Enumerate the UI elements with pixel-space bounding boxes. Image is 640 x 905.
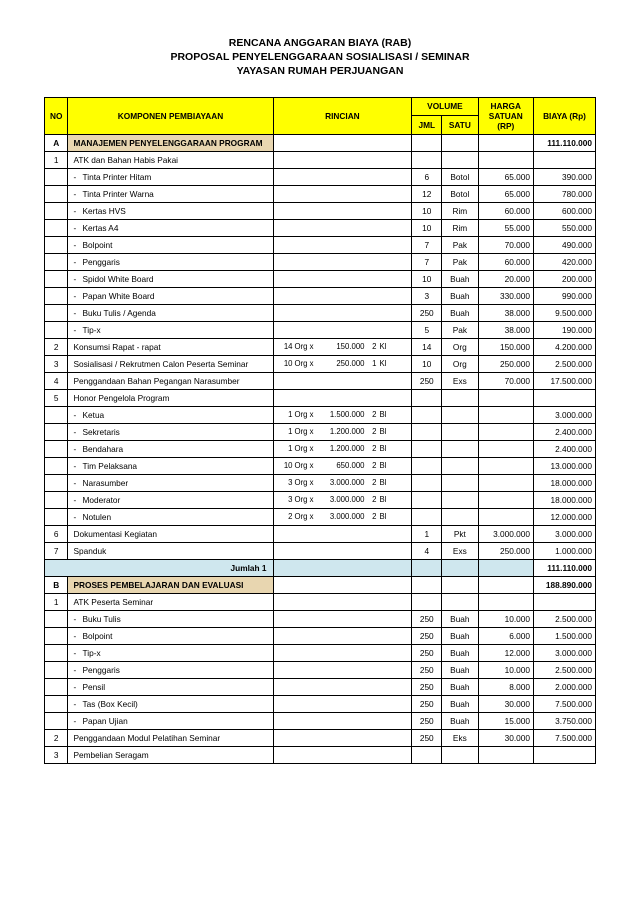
table-row: Spidol White Board10Buah20.000200.000 (45, 270, 596, 287)
table-row: Notulen2Org x3.000.0002Bl12.000.000 (45, 508, 596, 525)
header-harga: HARGA SATUAN (RP) (478, 97, 534, 134)
budget-table: NO KOMPONEN PEMBIAYAAN RINCIAN VOLUME HA… (44, 97, 596, 764)
table-row: Kertas HVS10Rim60.000600.000 (45, 202, 596, 219)
table-row: Tip-x5Pak38.000190.000 (45, 321, 596, 338)
table-row: Tinta Printer Hitam6Botol65.000390.000 (45, 168, 596, 185)
header-satu: SATU (442, 116, 478, 135)
header-volume: VOLUME (412, 97, 478, 116)
table-row: 2Penggandaan Modul Pelatihan Seminar250E… (45, 729, 596, 746)
table-row: 5Honor Pengelola Program (45, 389, 596, 406)
table-row: 1ATK Peserta Seminar (45, 593, 596, 610)
table-row: Penggaris7Pak60.000420.000 (45, 253, 596, 270)
header-komponen: KOMPONEN PEMBIAYAAN (68, 97, 273, 134)
table-row: Sekretaris1Org x1.200.0002Bl2.400.000 (45, 423, 596, 440)
header-no: NO (45, 97, 68, 134)
table-row: Bolpoint250Buah6.0001.500.000 (45, 627, 596, 644)
table-row: 3Pembelian Seragam (45, 746, 596, 763)
table-row: BPROSES PEMBELAJARAN DAN EVALUASI188.890… (45, 576, 596, 593)
table-row: Moderator3Org x3.000.0002Bl18.000.000 (45, 491, 596, 508)
table-row: Tas (Box Kecil)250Buah30.0007.500.000 (45, 695, 596, 712)
table-row: Buku Tulis / Agenda250Buah38.0009.500.00… (45, 304, 596, 321)
table-row: Papan Ujian250Buah15.0003.750.000 (45, 712, 596, 729)
table-row: Bendahara1Org x1.200.0002Bl2.400.000 (45, 440, 596, 457)
table-row: 7Spanduk4Exs250.0001.000.000 (45, 542, 596, 559)
table-row: Kertas A410Rim55.000550.000 (45, 219, 596, 236)
table-row: 1ATK dan Bahan Habis Pakai (45, 151, 596, 168)
header-rincian: RINCIAN (273, 97, 412, 134)
table-row: Ketua1Org x1.500.0002Bl3.000.000 (45, 406, 596, 423)
table-row: Tinta Printer Warna12Botol65.000780.000 (45, 185, 596, 202)
header-jml: JML (412, 116, 442, 135)
table-row: Penggaris250Buah10.0002.500.000 (45, 661, 596, 678)
table-row: Jumlah 1111.110.000 (45, 559, 596, 576)
table-row: 6Dokumentasi Kegiatan1Pkt3.000.0003.000.… (45, 525, 596, 542)
table-row: 4Penggandaan Bahan Pegangan Narasumber25… (45, 372, 596, 389)
table-row: Bolpoint7Pak70.000490.000 (45, 236, 596, 253)
table-row: 3Sosialisasi / Rekrutmen Calon Peserta S… (45, 355, 596, 372)
table-row: Pensil250Buah8.0002.000.000 (45, 678, 596, 695)
table-row: Tim Pelaksana10Org x650.0002Bl13.000.000 (45, 457, 596, 474)
title-line-1: RENCANA ANGGARAN BIAYA (RAB) (44, 36, 596, 50)
table-row: Papan White Board3Buah330.000990.000 (45, 287, 596, 304)
table-row: AMANAJEMEN PENYELENGGARAAN PROGRAM111.11… (45, 134, 596, 151)
table-row: Narasumber3Org x3.000.0002Bl18.000.000 (45, 474, 596, 491)
table-row: Buku Tulis250Buah10.0002.500.000 (45, 610, 596, 627)
table-row: 2Konsumsi Rapat - rapat14Org x150.0002Kl… (45, 338, 596, 355)
title-line-2: PROPOSAL PENYELENGGARAAN SOSIALISASI / S… (44, 50, 596, 64)
title-block: RENCANA ANGGARAN BIAYA (RAB) PROPOSAL PE… (44, 36, 596, 79)
table-row: Tip-x250Buah12.0003.000.000 (45, 644, 596, 661)
title-line-3: YAYASAN RUMAH PERJUANGAN (44, 64, 596, 78)
header-biaya: BIAYA (Rp) (534, 97, 596, 134)
